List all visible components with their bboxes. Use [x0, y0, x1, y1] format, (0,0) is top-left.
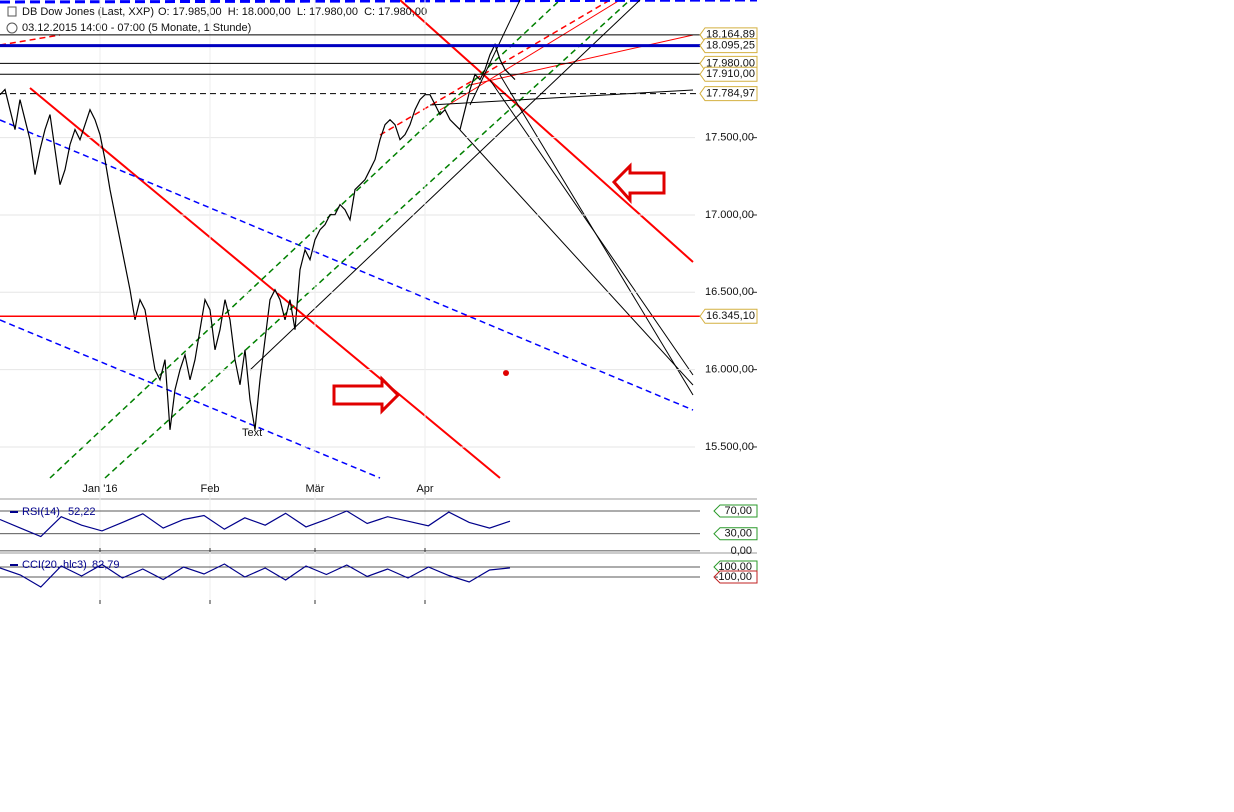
- trend-line: [29, 87, 501, 479]
- y-tick-label: 16.000,00: [705, 364, 754, 376]
- y-tick-label: 30,00: [724, 528, 752, 540]
- level-label: 17.910,00: [706, 68, 755, 80]
- trend-line: [499, 74, 694, 396]
- trend-line: [0, 34, 61, 46]
- level-tag: [713, 504, 758, 518]
- trend-line: [0, 319, 381, 479]
- x-tick-label: Feb: [201, 483, 220, 495]
- level-tag: [699, 38, 758, 54]
- arrow-left: [611, 162, 666, 204]
- period: 03.12.2015 14:00 - 07:00 (5 Monate, 1 St…: [22, 22, 251, 34]
- x-tick-label: Mär: [306, 483, 325, 495]
- y-tick-label: -100,00: [715, 571, 752, 583]
- trend-line: [379, 0, 611, 136]
- level-tag: [713, 527, 758, 541]
- trend-line: [459, 129, 694, 386]
- price-line: [0, 42, 516, 430]
- marker-dot: [503, 370, 509, 376]
- y-tick-label: 70,00: [724, 505, 752, 517]
- y-tick-label: 16.500,00: [705, 286, 754, 298]
- trend-line: [0, 0, 758, 4]
- drawing-tools: [0, 0, 758, 554]
- price-line: [0, 510, 511, 538]
- trend-line: [469, 0, 521, 106]
- y-tick-label: 15.500,00: [705, 441, 754, 453]
- x-tick-label: Jan '16: [82, 483, 117, 495]
- x-tick-label: Apr: [416, 483, 433, 495]
- level-label: 18.095,25: [706, 39, 755, 51]
- indicator-title: CCI(20, hlc3): [22, 559, 87, 571]
- trend-line: [399, 0, 694, 263]
- trend-line: [469, 34, 694, 86]
- instrument-title: DB Dow Jones (Last, XXP): [22, 6, 154, 18]
- trend-lines: [0, 0, 758, 479]
- price-line: [0, 563, 511, 588]
- chart: DB Dow Jones (Last, XXP) O: 17.985,00 H:…: [0, 0, 758, 604]
- indicator-value: 52,22: [68, 506, 96, 518]
- trend-line: [0, 119, 694, 411]
- y-tick-label: 0,00: [731, 545, 752, 557]
- level-tag: [699, 66, 758, 82]
- trend-line: [429, 89, 694, 106]
- level-tag: [713, 570, 758, 584]
- y-tick-label: 17.000,00: [705, 209, 754, 221]
- arrow-right: [332, 375, 401, 415]
- y-tick-label: 100,00: [718, 561, 752, 573]
- y-tick-label: 17.500,00: [705, 132, 754, 144]
- level-label: 16.345,10: [706, 310, 755, 322]
- clock-icon: [6, 22, 18, 34]
- level-label: 18.164,89: [706, 29, 755, 41]
- level-label: 17.980,00: [706, 57, 755, 69]
- trend-line: [49, 0, 561, 479]
- indicator-value: 82,79: [92, 559, 120, 571]
- ohlc-values: O: 17.985,00 H: 18.000,00 L: 17.980,00 C…: [158, 6, 427, 18]
- level-tag: [699, 86, 758, 102]
- trend-line: [104, 0, 631, 479]
- annotation: Text: [242, 427, 262, 439]
- level-tag: [699, 308, 758, 324]
- indicator-title: RSI(14): [22, 506, 60, 518]
- level-label: 17.784,97: [706, 87, 755, 99]
- chart-icon: [7, 6, 17, 17]
